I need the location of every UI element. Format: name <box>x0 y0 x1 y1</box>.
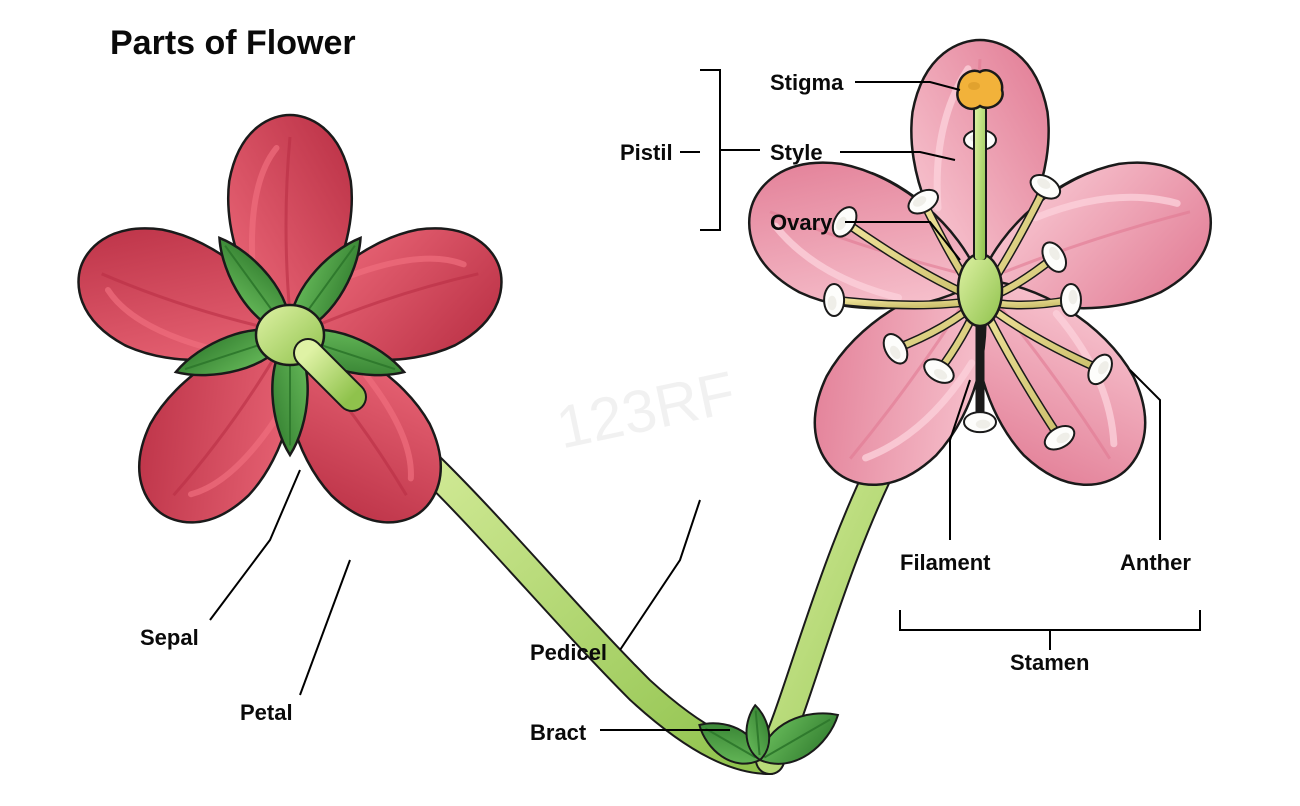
label-pistil: Pistil <box>620 140 673 166</box>
label-anther: Anther <box>1120 550 1191 576</box>
diagram-canvas: { "title": {"text":"Parts of Flower","x"… <box>0 0 1300 806</box>
label-pedicel: Pedicel <box>530 640 607 666</box>
label-ovary: Ovary <box>770 210 832 236</box>
illustration-svg: 123RF <box>0 0 1300 806</box>
label-stigma: Stigma <box>770 70 843 96</box>
svg-text:123RF: 123RF <box>551 358 741 461</box>
label-bract: Bract <box>530 720 586 746</box>
label-filament: Filament <box>900 550 990 576</box>
flower-front <box>731 40 1230 515</box>
diagram-title: Parts of Flower <box>110 24 356 63</box>
label-style: Style <box>770 140 823 166</box>
label-petal: Petal <box>240 700 293 726</box>
label-stamen: Stamen <box>1010 650 1089 676</box>
label-sepal: Sepal <box>140 625 199 651</box>
